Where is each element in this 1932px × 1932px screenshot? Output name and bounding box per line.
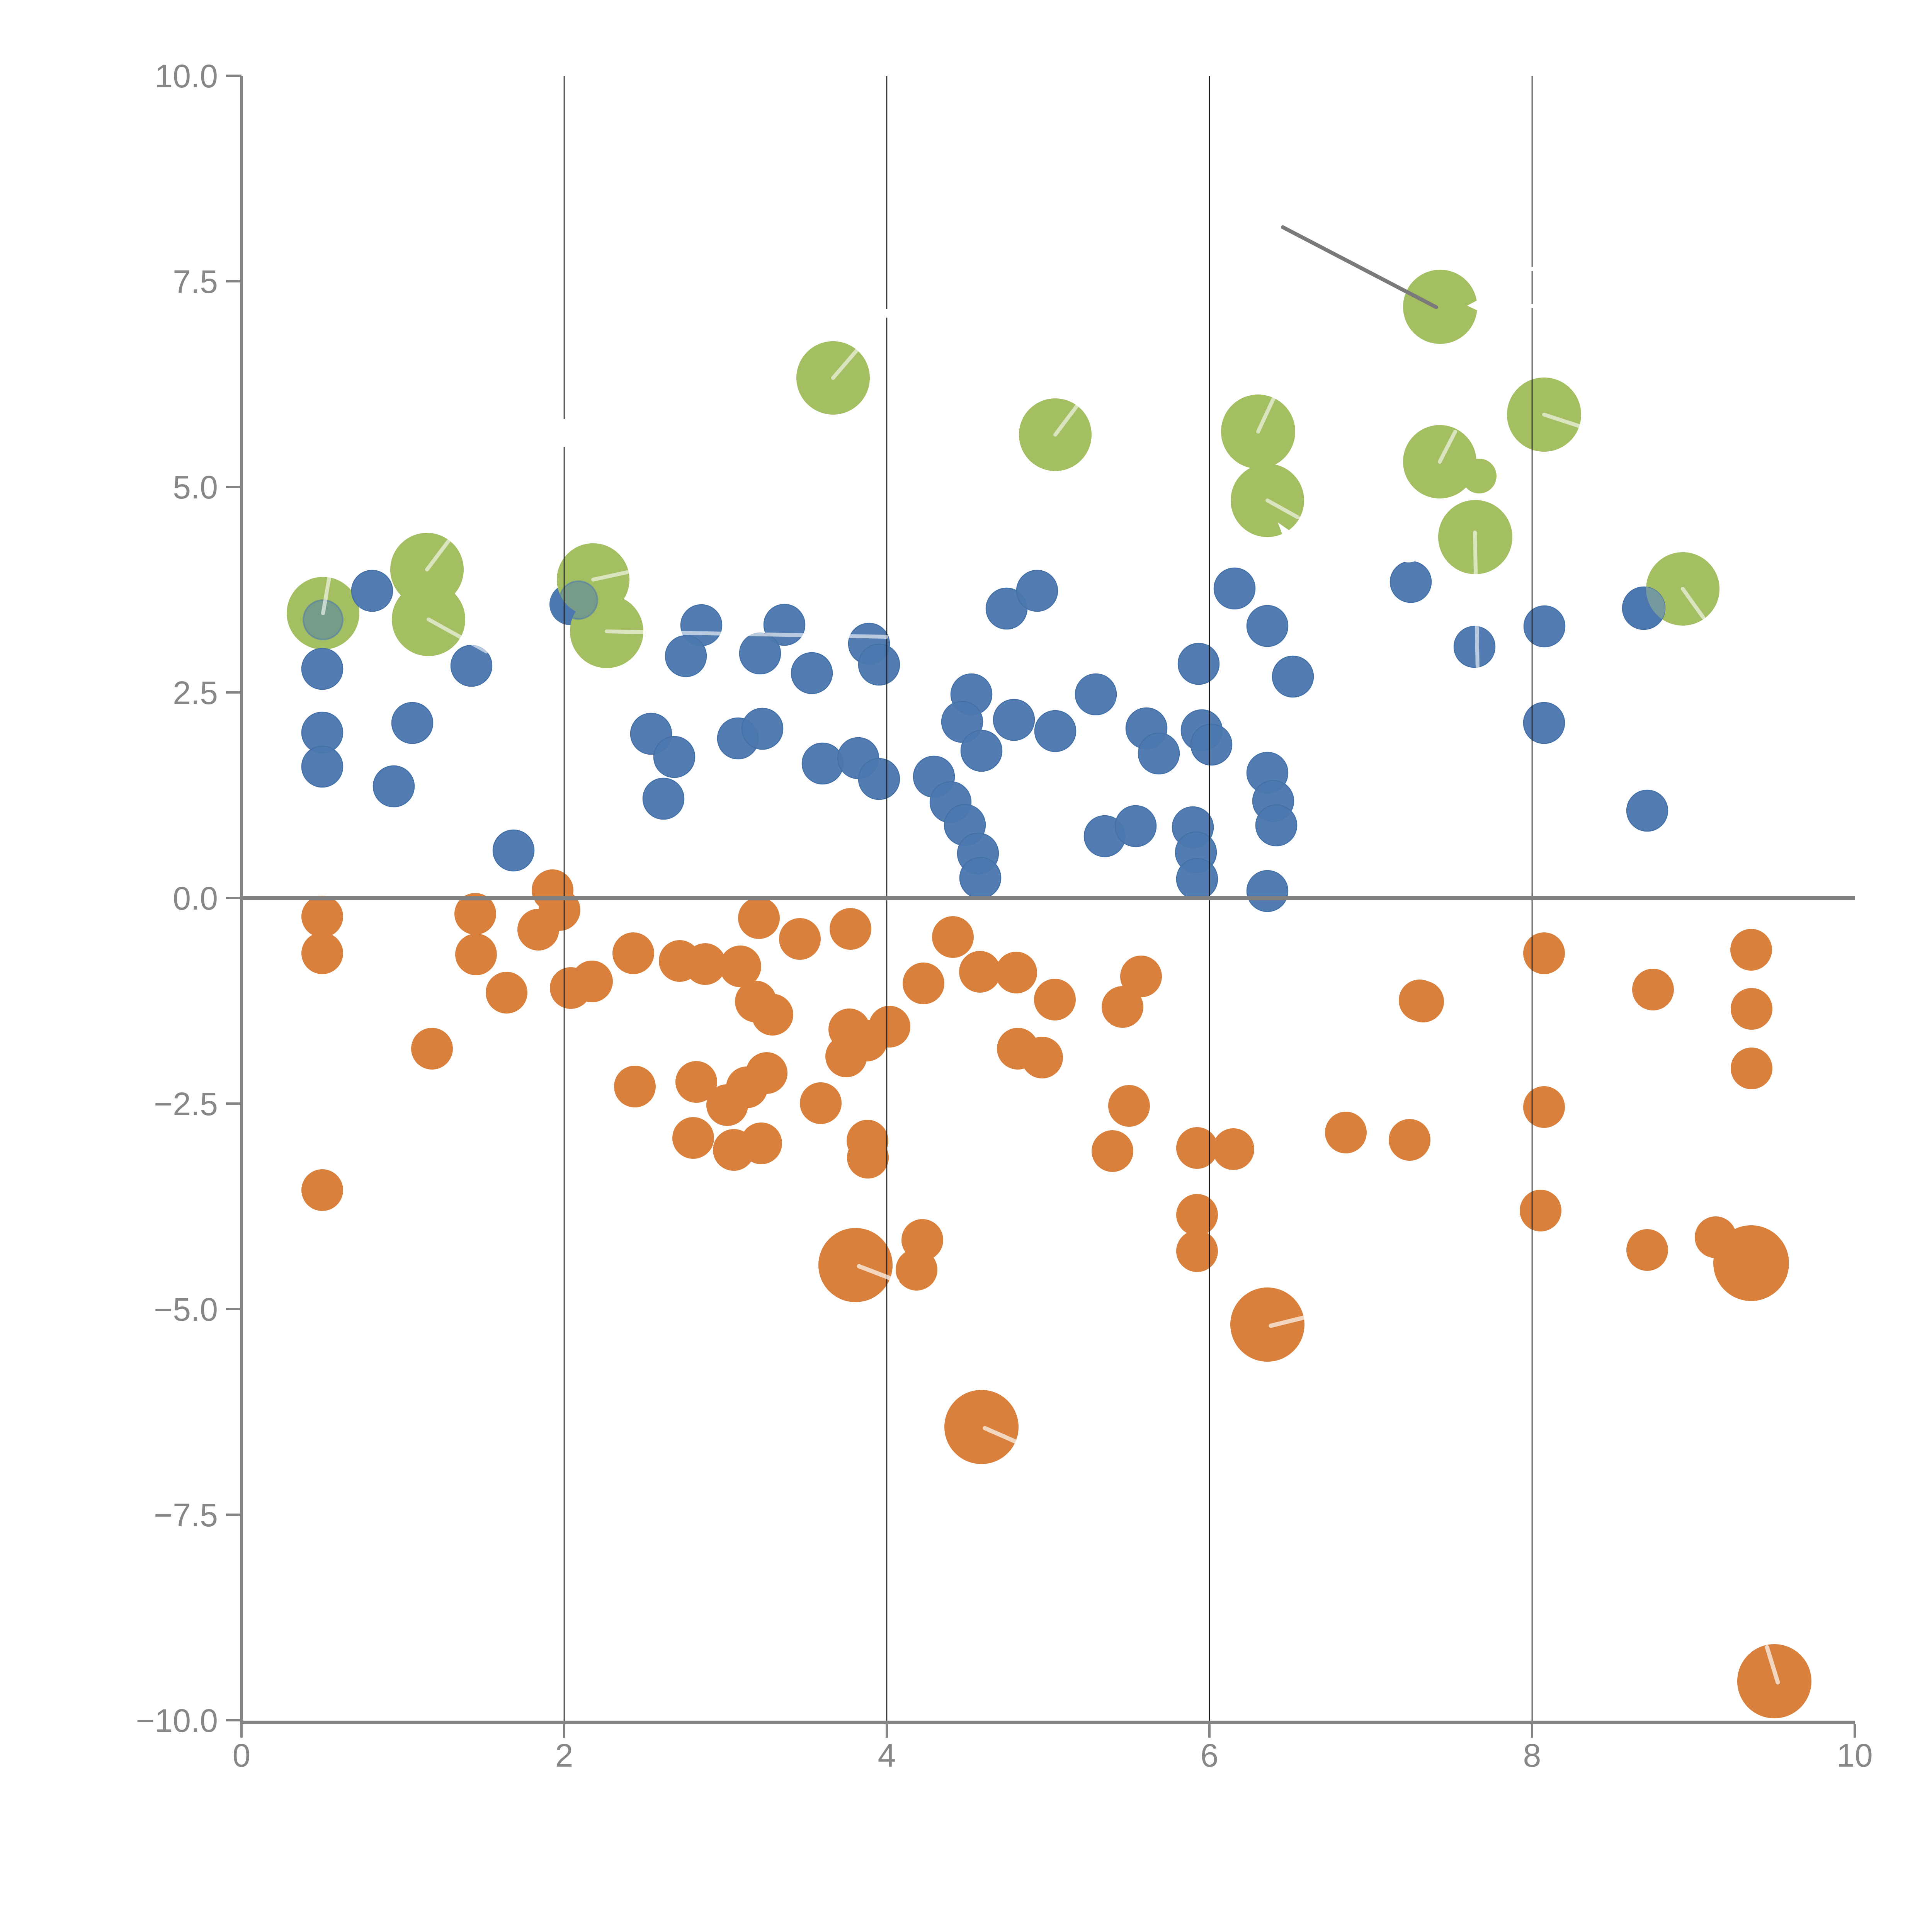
- svg-text:−2.5: −2.5: [154, 1086, 218, 1122]
- svg-text:0: 0: [233, 1737, 251, 1774]
- svg-text:0.0: 0.0: [173, 880, 218, 917]
- svg-text:−10.0: −10.0: [136, 1702, 218, 1739]
- svg-text:10: 10: [1837, 1737, 1872, 1774]
- svg-text:6: 6: [1201, 1737, 1219, 1774]
- svg-text:−7.5: −7.5: [154, 1497, 218, 1533]
- svg-text:2.5: 2.5: [173, 675, 218, 711]
- svg-text:4: 4: [878, 1737, 896, 1774]
- svg-text:10.0: 10.0: [155, 58, 218, 94]
- svg-text:5.0: 5.0: [173, 469, 218, 505]
- svg-text:7.5: 7.5: [173, 264, 218, 300]
- svg-text:8: 8: [1523, 1737, 1541, 1774]
- svg-text:2: 2: [555, 1737, 573, 1774]
- svg-text:−5.0: −5.0: [154, 1291, 218, 1328]
